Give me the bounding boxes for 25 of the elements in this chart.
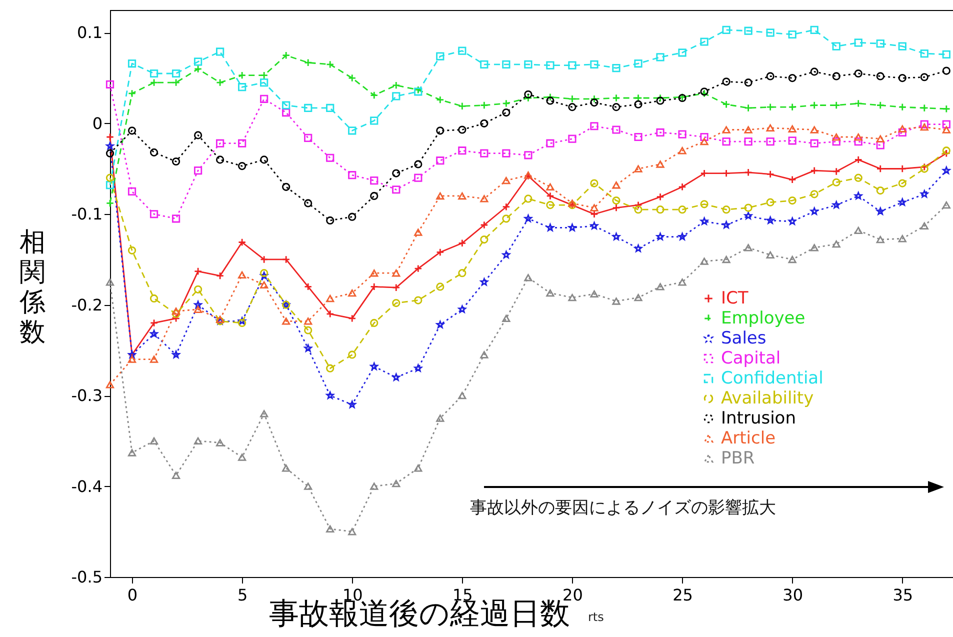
legend-label: Article [721,428,776,448]
y-tick-label: -0.5 [71,568,102,586]
y-tick-label: -0.4 [71,476,102,496]
annotation: 事故以外の要因によるノイズの影響拡大 [470,497,776,519]
y-axis-title: 相関係数 [18,228,46,348]
x-tick-label: 30 [782,586,804,604]
legend-label: Capital [721,348,781,368]
text: rts [588,610,604,624]
x-tick-label: 35 [892,586,914,604]
legend-label: Confidential [721,368,824,388]
y-tick-label: -0.1 [71,204,102,224]
x-tick-label: 20 [562,586,583,604]
legend-label: Availability [721,388,814,408]
y-tick-label: -0.2 [71,295,102,314]
y-tick-label: -0.3 [71,386,102,406]
x-tick-label: 25 [672,586,693,604]
legend-label: PBR [721,448,755,468]
legend-label: ICT [721,288,749,308]
legend-label: Employee [721,308,806,328]
x-tick-label: 0 [127,586,138,604]
legend-label: Sales [721,328,766,348]
y-tick-label: 0 [92,114,102,133]
legend-label: Intrusion [721,408,796,428]
x-tick-label: 5 [237,586,248,604]
y-tick-label: 0.1 [77,23,102,42]
